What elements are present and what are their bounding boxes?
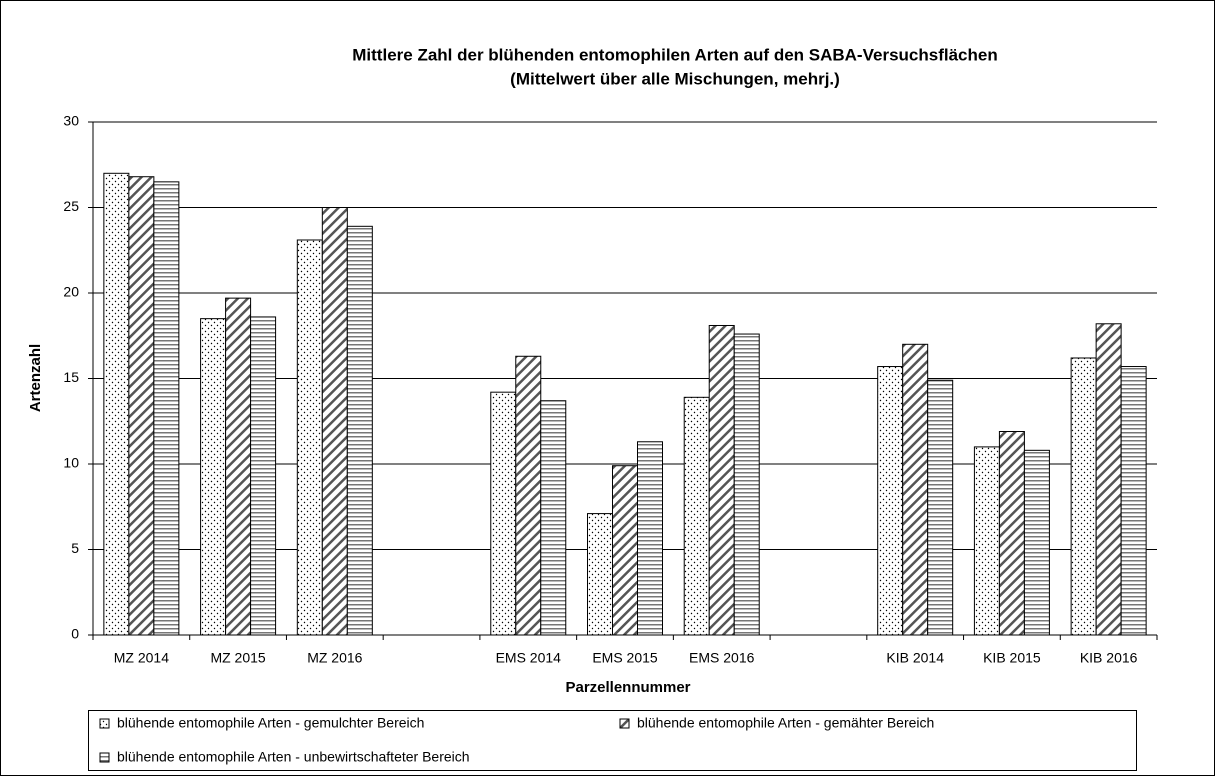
chart-subtitle: (Mittelwert über alle Mischungen, mehrj.… [510,69,840,88]
y-tick-label: 30 [63,113,79,129]
x-tick-label: MZ 2014 [114,650,169,666]
legend-box [88,710,1137,771]
x-tick-label: KIB 2015 [983,650,1041,666]
bar [973,446,1000,636]
x-tick-label: EMS 2014 [496,650,562,666]
bar [153,181,180,636]
bar [902,343,929,636]
bar [490,391,517,636]
y-tick-label: 15 [63,369,79,385]
bar [103,172,130,636]
bar [998,431,1025,636]
bar [877,366,904,636]
bar [1095,323,1122,636]
x-tick-label: EMS 2016 [689,650,755,666]
x-axis-title: Parzellennummer [565,679,690,696]
bar [540,400,567,636]
bar [128,176,155,636]
bar [250,316,277,636]
y-tick-label: 0 [71,626,79,642]
legend-swatch [619,718,630,729]
y-tick-label: 5 [71,540,79,556]
bar [587,513,613,636]
y-tick-label: 10 [63,455,79,471]
bar [296,239,323,636]
bar [927,379,954,636]
bar [515,355,542,636]
chart-title: Mittlere Zahl der blühenden entomophilen… [352,45,997,64]
legend-label: blühende entomophile Arten - unbewirtsch… [117,749,470,765]
bar [637,441,663,636]
x-tick-label: MZ 2016 [307,650,362,666]
legend-swatch [99,752,110,763]
bar [1070,357,1097,636]
bar [708,324,735,636]
bar [1120,366,1147,636]
bar [733,333,760,636]
bar [225,297,252,636]
y-tick-label: 20 [63,284,79,300]
x-tick-label: MZ 2015 [210,650,265,666]
x-tick-label: EMS 2015 [592,650,658,666]
legend-label: blühende entomophile Arten - gemähter Be… [637,715,934,731]
x-tick-label: KIB 2014 [886,650,944,666]
y-axis-title: Artenzahl [27,344,44,412]
bar [1023,449,1050,636]
y-tick-label: 25 [63,198,79,214]
legend-label: blühende entomophile Arten - gemulchter … [117,715,424,731]
bar [200,318,227,636]
bar [321,207,348,636]
bar [612,465,638,636]
bar [683,396,710,636]
x-tick-label: KIB 2016 [1080,650,1138,666]
legend-swatch [99,718,110,729]
bar [346,225,373,636]
